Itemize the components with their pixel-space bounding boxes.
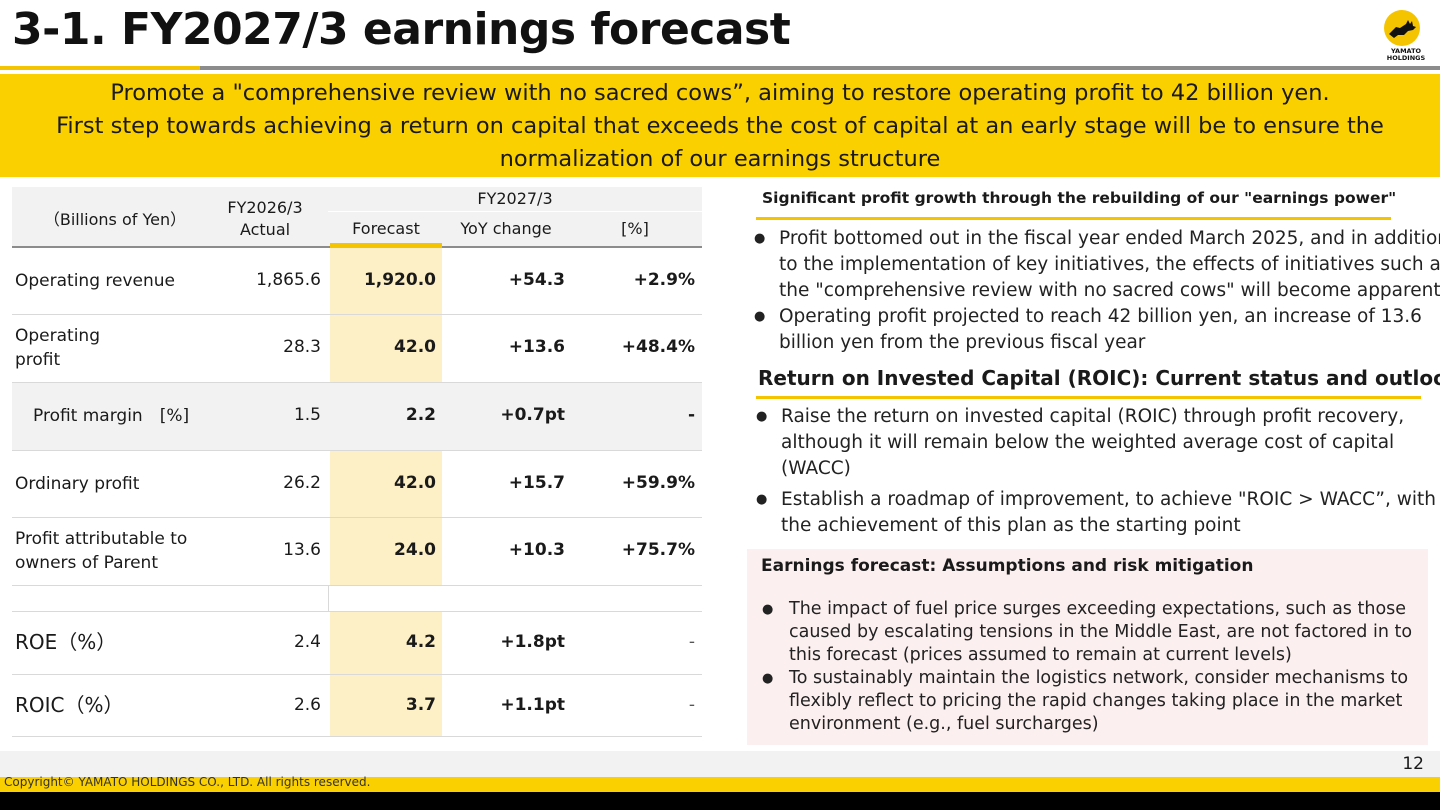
black-cat-icon — [1389, 20, 1416, 38]
forecast-value: 42.0 — [394, 337, 436, 357]
table-header-left — [12, 187, 328, 248]
forecast-value: 4.2 — [405, 632, 436, 652]
bullet-icon: ● — [762, 602, 774, 617]
bullet-icon: ● — [756, 492, 768, 507]
page-number: 12 — [1402, 754, 1424, 774]
actual-value: 2.4 — [293, 632, 321, 652]
row-label: Operating revenue — [15, 271, 175, 291]
actual-value: 13.6 — [283, 540, 321, 560]
page-title: 3-1. FY2027/3 earnings forecast — [12, 4, 791, 55]
bullet-icon: ● — [754, 231, 766, 246]
forecast-cell: 42.0 — [330, 451, 442, 517]
actual-value: 1,865.6 — [256, 270, 321, 290]
forecast-cell: 24.0 — [330, 518, 442, 585]
footer-accent-bar — [0, 777, 1440, 792]
pct-value: - — [688, 695, 695, 715]
footer-bottom-bar — [0, 792, 1440, 810]
forecast-value: 1,920.0 — [363, 270, 436, 290]
yoy-value: +54.3 — [508, 270, 565, 290]
row-label: Profit attributable to owners of Parent — [15, 529, 188, 573]
forecast-value: 42.0 — [394, 473, 436, 493]
table-row: Ordinary profit 26.2 42.0 +15.7 +59.9% — [12, 451, 702, 518]
table-row: Operating revenue 1,865.6 1,920.0 +54.3 … — [12, 248, 702, 315]
section-heading-roic: Return on Invested Capital (ROIC): Curre… — [758, 366, 1440, 390]
table-spacer-row — [12, 586, 702, 612]
pct-value: +59.9% — [621, 473, 695, 493]
yoy-value: +15.7 — [508, 473, 565, 493]
actual-value: 1.5 — [293, 405, 321, 425]
footer-band — [0, 751, 1440, 777]
table-row: Profit attributable to owners of Parent … — [12, 518, 702, 586]
forecast-value: 3.7 — [405, 695, 436, 715]
yoy-value: +1.1pt — [500, 695, 565, 715]
actual-value: 28.3 — [283, 337, 321, 357]
banner-line-3: normalization of our earnings structure — [499, 146, 941, 172]
table-row: Profit margin [%] 1.5 2.2 +0.7pt - — [12, 383, 702, 451]
bullet-icon: ● — [754, 309, 766, 324]
pct-value: - — [688, 632, 695, 652]
section-heading-assumptions: Earnings forecast: Assumptions and risk … — [761, 556, 1254, 576]
yoy-value: +10.3 — [508, 540, 565, 560]
pct-value: - — [687, 405, 695, 425]
forecast-cell: 1,920.0 — [330, 248, 442, 314]
row-label: ROE（%） — [15, 630, 117, 654]
col-header-forecast: Forecast — [352, 219, 420, 238]
pct-value: +2.9% — [633, 270, 695, 290]
unit-label: （Billions of Yen） — [43, 210, 187, 229]
col-header-pct: [%] — [621, 219, 649, 238]
table-row: ROE（%） 2.4 4.2 +1.8pt - — [12, 612, 702, 675]
bullet-icon: ● — [756, 409, 768, 424]
logo-wordmark: YAMATO HOLDINGS — [1386, 47, 1426, 62]
copyright-notice: Copyright© YAMATO HOLDINGS CO., LTD. All… — [4, 775, 371, 789]
table-row: ROIC（%） 2.6 3.7 +1.1pt - — [12, 675, 702, 737]
forecast-cell: 42.0 — [330, 315, 442, 382]
pct-value: +75.7% — [621, 540, 695, 560]
table-row: Operating profit 28.3 42.0 +13.6 +48.4% — [12, 315, 702, 383]
table-header-group — [328, 187, 702, 211]
forecast-cell: 4.2 — [330, 612, 442, 674]
banner-line-2: First step towards achieving a return on… — [56, 113, 1384, 139]
section-heading-earnings-power: Significant profit growth through the re… — [762, 189, 1397, 207]
banner-line-1: Promote a "comprehensive review with no … — [110, 80, 1330, 106]
yoy-value: +13.6 — [508, 337, 565, 357]
row-label: Ordinary profit — [15, 474, 140, 494]
section-underline — [756, 396, 1421, 399]
forecast-value: 2.2 — [405, 405, 436, 425]
yoy-value: +0.7pt — [500, 405, 565, 425]
forecast-cell: 2.2 — [330, 383, 442, 450]
bullet-icon: ● — [762, 671, 774, 686]
key-message-banner: Promote a "comprehensive review with no … — [0, 74, 1440, 177]
section-underline — [756, 217, 1391, 220]
row-label: Profit margin [%] — [33, 406, 190, 426]
col-header-fy2027: FY2027/3 — [477, 189, 553, 208]
col-header-yoy: YoY change — [460, 219, 552, 238]
pct-value: +48.4% — [621, 337, 695, 357]
row-label: Operating profit — [15, 326, 100, 370]
table-header-sub — [328, 212, 702, 248]
header-divider — [328, 211, 702, 212]
actual-value: 2.6 — [293, 695, 321, 715]
risk-mitigation-box — [747, 549, 1428, 745]
forecast-cell: 3.7 — [330, 675, 442, 736]
forecast-header-accent — [330, 243, 442, 248]
title-underline — [200, 66, 1440, 70]
company-logo: YAMATO HOLDINGS — [1378, 8, 1434, 64]
title-underline-accent — [0, 66, 200, 70]
row-label: ROIC（%） — [15, 693, 124, 717]
col-header-actual: FY2026/3 Actual — [227, 198, 303, 239]
yoy-value: +1.8pt — [500, 632, 565, 652]
forecast-value: 24.0 — [394, 540, 436, 560]
actual-value: 26.2 — [283, 473, 321, 493]
